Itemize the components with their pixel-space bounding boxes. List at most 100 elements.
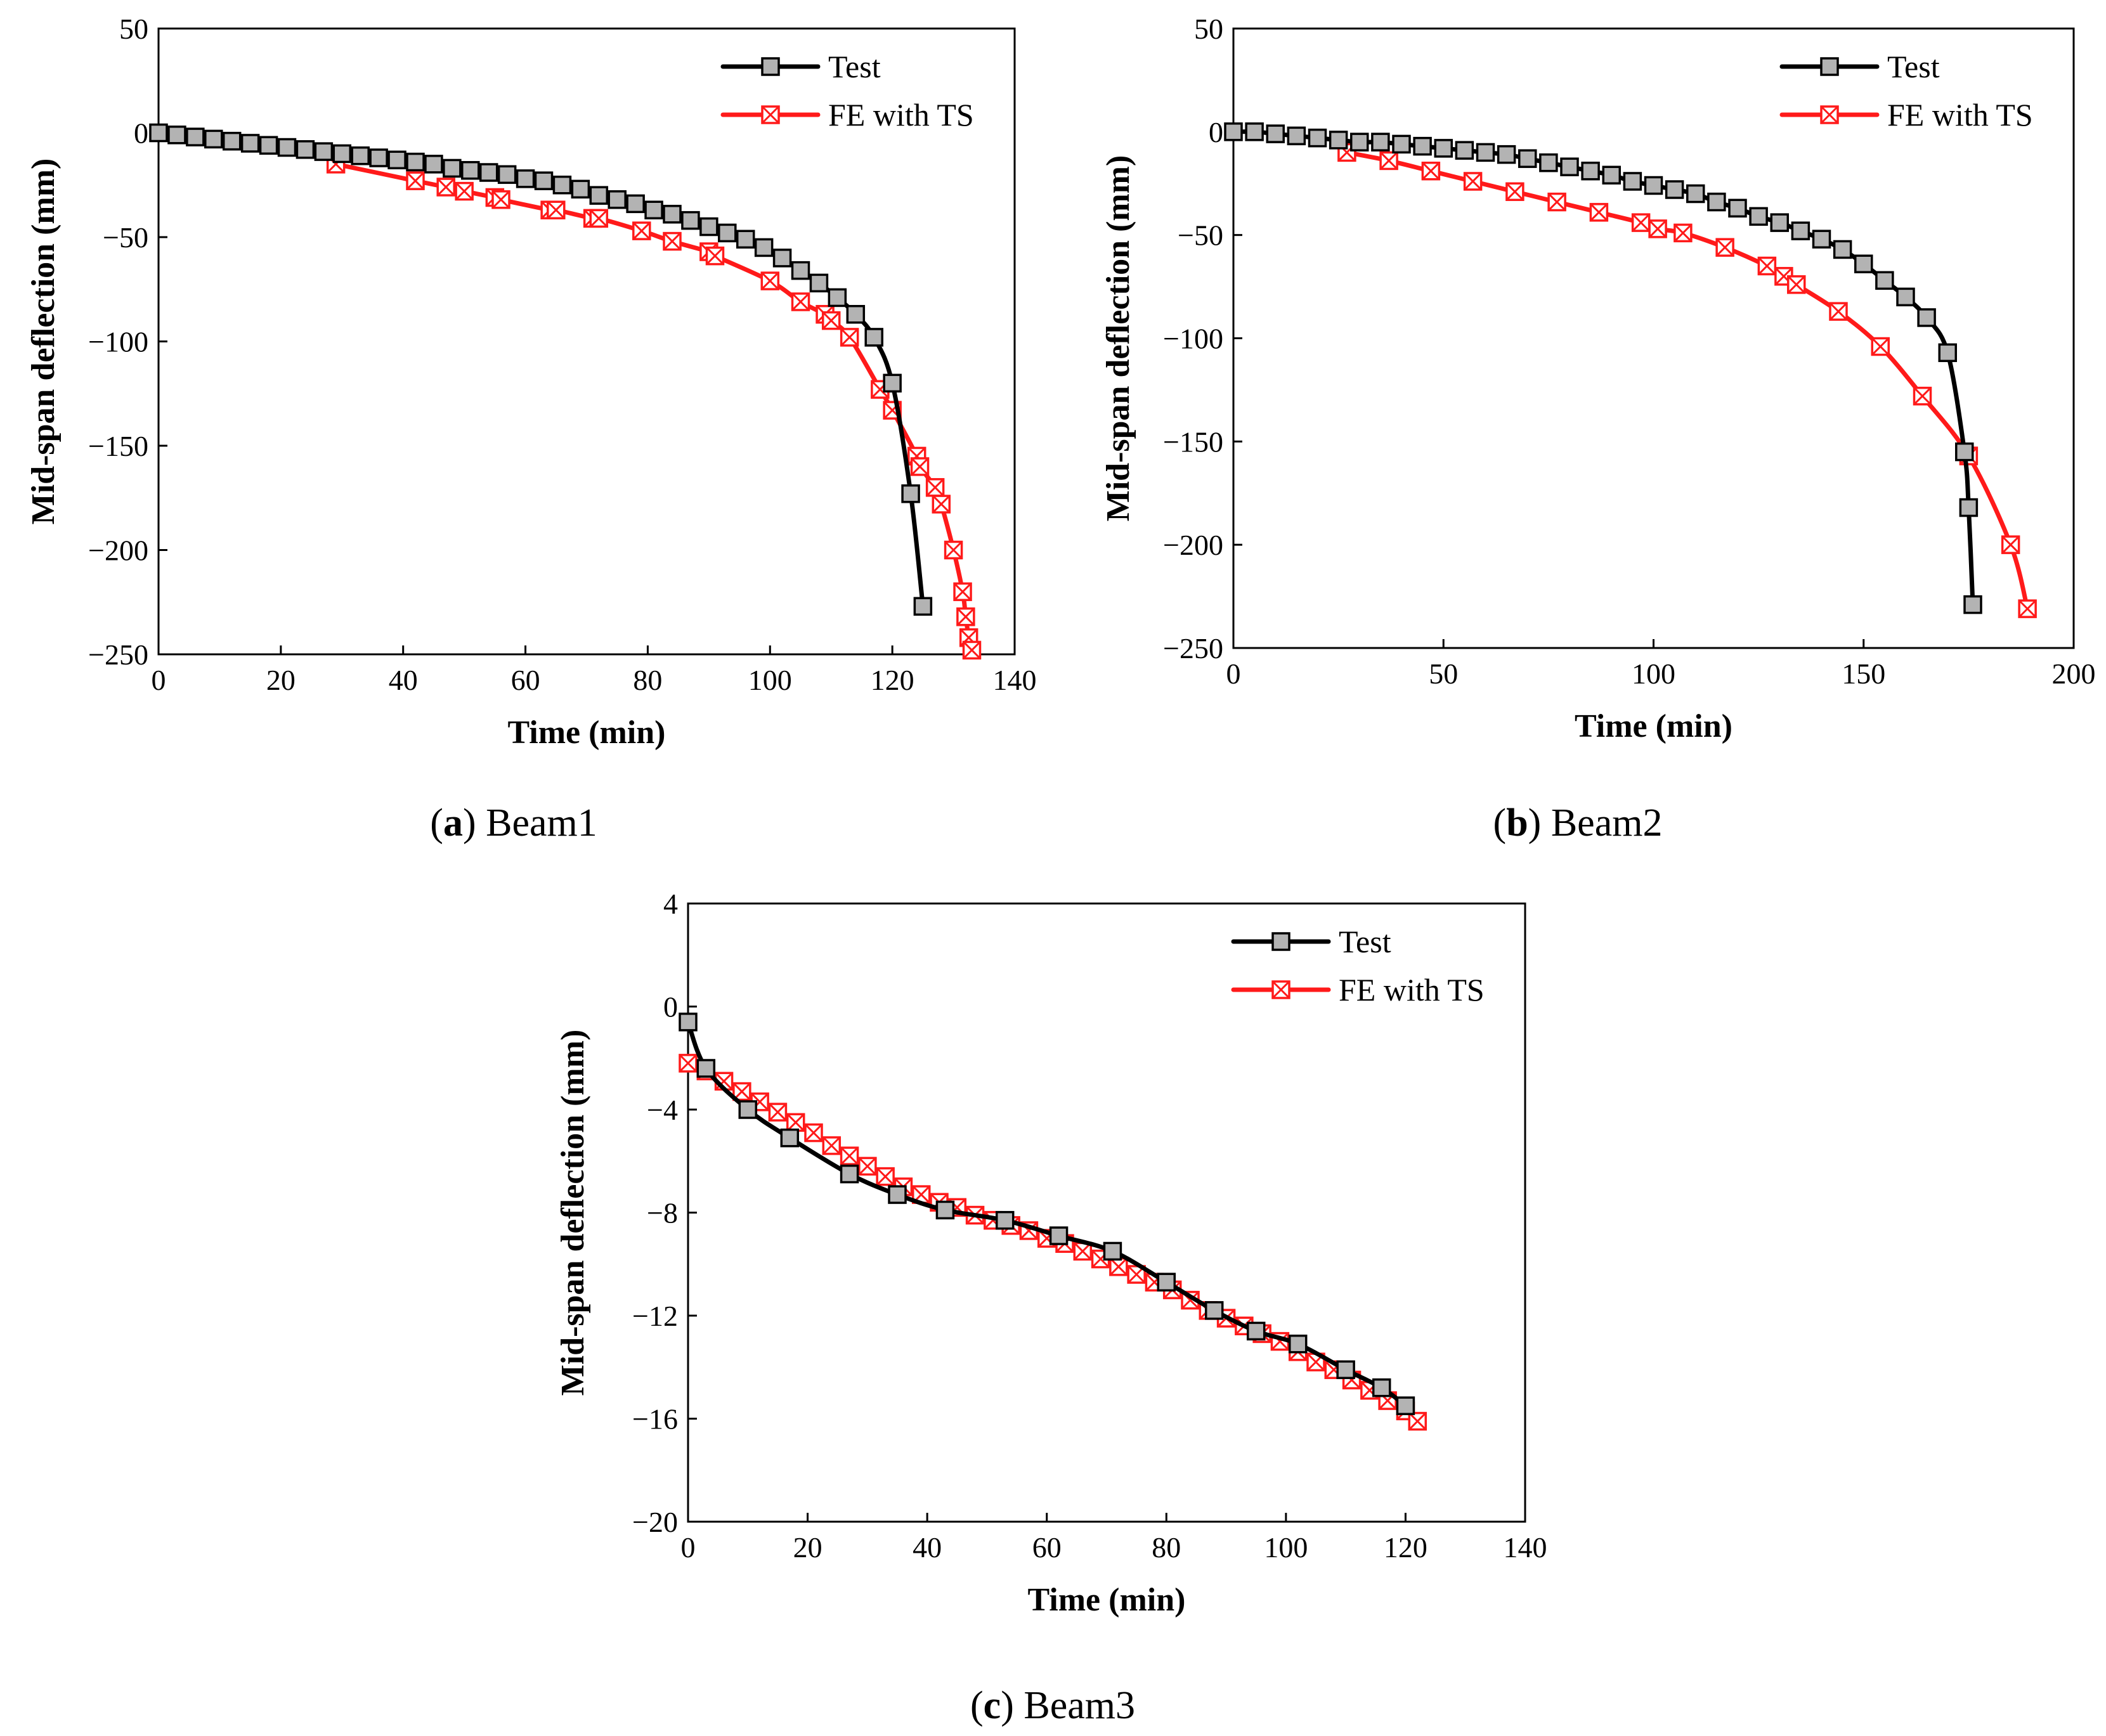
- chart-b-series-test: [1224, 122, 1982, 614]
- chart-a-series-test: [149, 123, 933, 616]
- caption-c-letter: c: [984, 1684, 1001, 1727]
- chart-beam1: 0 20 40 60 80 100 120 140 50 0 −50 −100 −150 −200 −250…: [25, 13, 1037, 751]
- chart-c-y-tick-label: −20: [632, 1506, 678, 1538]
- chart-b-test-point: [1938, 343, 1957, 363]
- chart-b-fe-point-cross-b: [1787, 275, 1805, 294]
- chart-a-test-point: [277, 138, 297, 157]
- chart-b-test-point: [1476, 143, 1495, 162]
- chart-b-test-point: [1245, 122, 1264, 141]
- chart-a-test-point: [864, 328, 883, 347]
- chart-c-x-axis-label: Time (min): [1028, 1582, 1186, 1618]
- chart-c-fe-point: [858, 1156, 877, 1176]
- chart-a-y-tick-label: −200: [88, 534, 148, 567]
- caption-a: (a) Beam1: [430, 801, 597, 845]
- chart-b-legend-test: Test: [1779, 49, 1940, 84]
- chart-c-legend-fe-marker-cross-b: [1271, 980, 1290, 999]
- chart-a-fe-point: [705, 246, 725, 266]
- chart-b-test-point: [1791, 221, 1810, 240]
- chart-a-test-point: [332, 144, 352, 164]
- chart-a-fe-point-cross-b: [632, 222, 651, 240]
- chart-b-test-point: [1854, 254, 1873, 274]
- chart-a-test-point: [644, 200, 663, 219]
- chart-c-legend-fe: FE with TS: [1231, 972, 1485, 1007]
- chart-b-fe-point: [1648, 219, 1667, 238]
- chart-c-x-tick-label: 0: [681, 1531, 696, 1564]
- chart-a-fe-point-cross-b: [547, 201, 565, 219]
- chart-c-legend-test-label: Test: [1339, 924, 1391, 959]
- chart-c-test-point: [696, 1059, 716, 1078]
- chart-b-x-tick-label: 50: [1429, 657, 1458, 690]
- chart-b-y-tick-label: −50: [1178, 219, 1223, 252]
- chart-a-test-point: [424, 155, 443, 174]
- chart-a-fe-point: [663, 231, 682, 251]
- chart-a-fe-point: [589, 209, 609, 228]
- chart-a-test-point: [387, 150, 406, 170]
- chart-a-y-tick-label: −150: [88, 430, 148, 462]
- chart-b-fe-point-cross-b: [1422, 162, 1440, 180]
- chart-c-fe-point-cross-b: [679, 1054, 698, 1072]
- chart-a-test-point: [681, 211, 700, 230]
- chart-c-test-point: [840, 1164, 859, 1184]
- chart-b-test-point: [1955, 442, 1974, 462]
- chart-a-fe-point: [953, 582, 972, 602]
- chart-a-fe-point: [925, 478, 945, 497]
- chart-c-legend-fe-marker: [1271, 980, 1290, 999]
- chart-c-test-point: [1049, 1226, 1069, 1245]
- chart-c-fe-point: [768, 1103, 788, 1122]
- chart-b-test-point: [1686, 184, 1705, 204]
- chart-a-test-point: [552, 176, 572, 195]
- chart-c-test-point: [1204, 1301, 1224, 1320]
- chart-c-y-tick-label: −16: [632, 1403, 678, 1435]
- chart-a-fe-point: [632, 221, 651, 240]
- chart-b-test-point: [1602, 165, 1621, 185]
- chart-b-y-tick-label: −150: [1163, 425, 1223, 458]
- chart-a-test-point: [846, 304, 866, 324]
- chart-b-fe-point: [1589, 203, 1609, 222]
- chart-b-fe-point: [1715, 238, 1734, 257]
- chart-c-fe-point: [840, 1146, 859, 1165]
- chart-b-fe-point-cross-b: [2001, 536, 2020, 554]
- chart-c-test-point: [935, 1200, 955, 1220]
- chart-b-fe-point: [1463, 172, 1483, 191]
- chart-c-x-tick-label: 100: [1264, 1531, 1308, 1564]
- chart-c-fe-point-cross-b: [876, 1167, 895, 1186]
- chart-b-fe-point: [2001, 535, 2020, 554]
- chart-c-test-point: [1396, 1396, 1415, 1415]
- chart-b-fe-point-cross-b: [1913, 387, 1932, 405]
- chart-a-test-point: [296, 140, 315, 159]
- chart-b-x-tick-label: 100: [1632, 657, 1675, 690]
- chart-b-fe-point-cross-b: [1649, 219, 1667, 238]
- chart-c-test-point: [995, 1210, 1015, 1230]
- chart-c-fe-point: [1408, 1411, 1427, 1431]
- chart-c-x-tick-label: 40: [913, 1531, 942, 1564]
- chart-b-fe-point: [1505, 182, 1524, 202]
- chart-b-test-point: [1707, 192, 1726, 212]
- chart-a-test-point: [828, 288, 847, 308]
- chart-b-series-fe: [1337, 143, 2037, 618]
- chart-c-fe-point-cross-b: [1109, 1257, 1128, 1276]
- chart-b-test-point: [1350, 133, 1369, 152]
- chart-a-test-point: [314, 142, 334, 161]
- chart-c-test-point: [888, 1185, 907, 1204]
- chart-b-test-point: [1963, 595, 1982, 614]
- chart-a-test-point: [351, 146, 370, 165]
- chart-b-test-point: [1308, 128, 1327, 148]
- chart-a-legend-fe-marker: [761, 105, 780, 124]
- chart-a-fe-point-cross-b: [791, 292, 810, 311]
- chart-a-y-tick-label: −250: [88, 638, 148, 671]
- chart-c-fe-point-cross-b: [715, 1072, 733, 1091]
- chart-b-fe-point: [1871, 337, 1890, 356]
- chart-a-legend-fe-label: FE with TS: [828, 97, 974, 133]
- chart-c-fe-point: [822, 1136, 842, 1155]
- chart-b-fe-point-cross-b: [1590, 203, 1608, 221]
- chart-b-test-point: [1917, 308, 1936, 327]
- chart-b-test-point: [1539, 153, 1558, 172]
- chart-c-fe-point-cross-b: [1408, 1412, 1427, 1430]
- chart-a-fe-point-cross-b: [761, 272, 779, 290]
- chart-a-fe-point-cross-b: [956, 607, 975, 626]
- chart-a-fe-point-cross-b: [822, 311, 840, 330]
- chart-a-y-tick-label: 0: [134, 117, 148, 150]
- chart-c-y-tick-label: −8: [647, 1197, 678, 1229]
- chart-a-x-tick-label: 60: [511, 664, 540, 696]
- chart-c-test-point: [1157, 1273, 1176, 1292]
